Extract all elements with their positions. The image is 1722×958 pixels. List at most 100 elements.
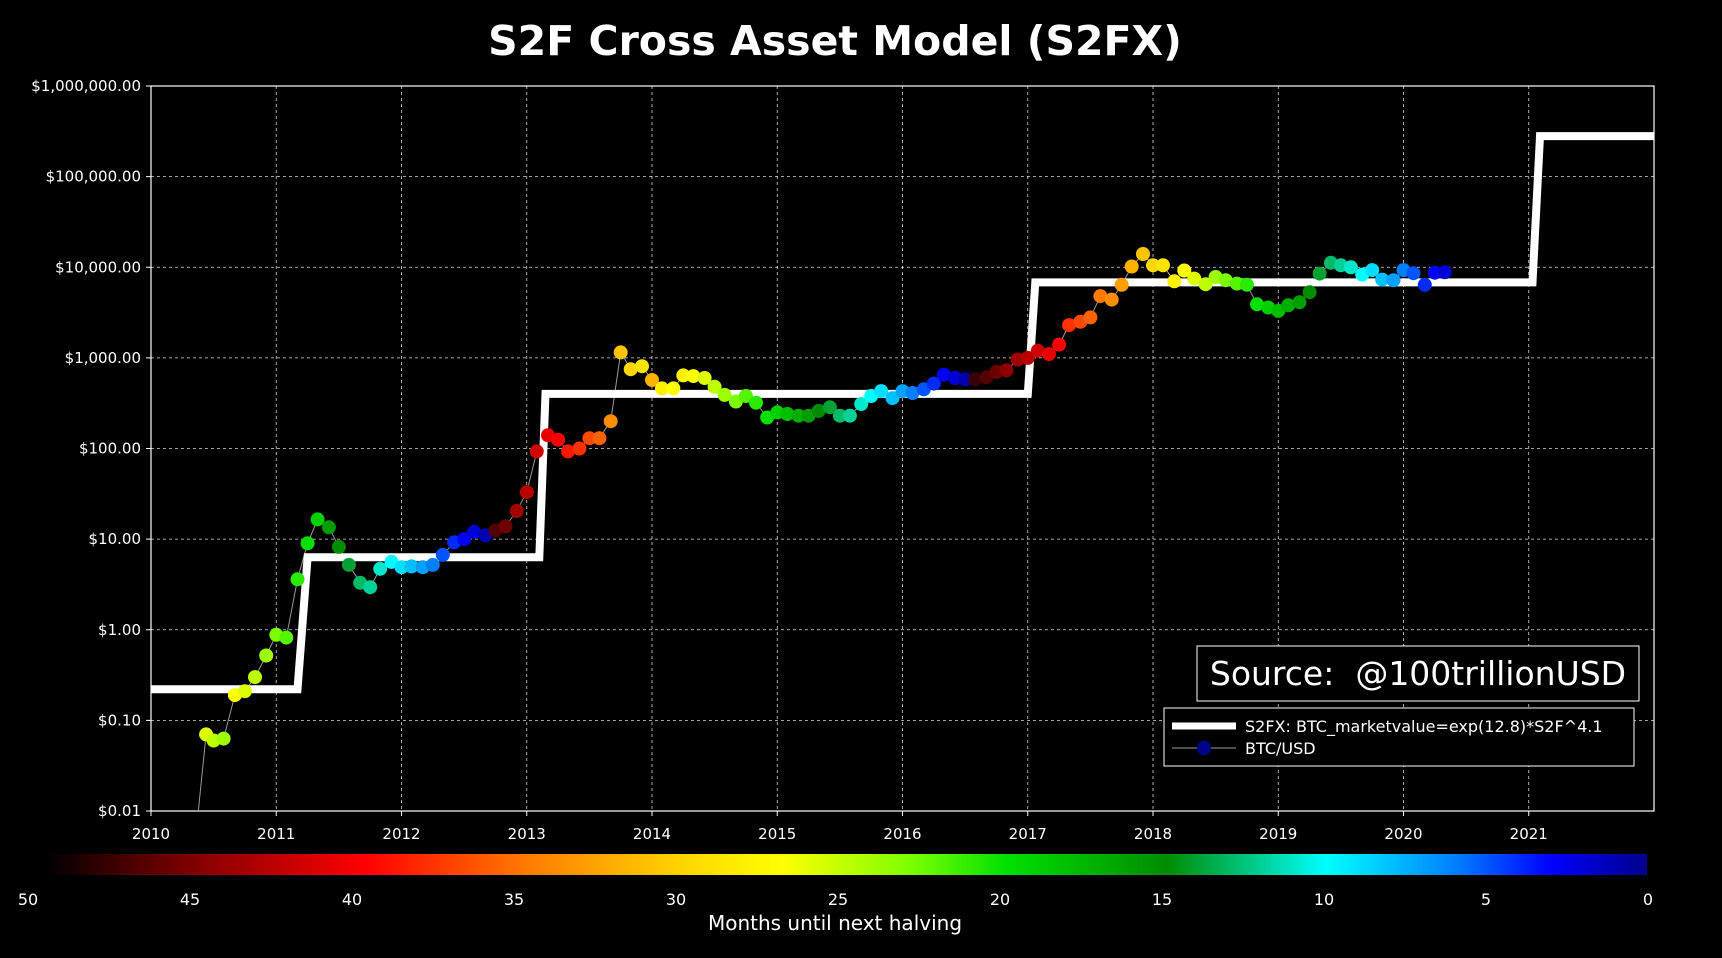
btc-price-point (1343, 260, 1358, 275)
btc-price-point (290, 572, 305, 587)
btc-price-point (623, 362, 638, 377)
btc-price-point (635, 359, 649, 374)
btc-price-point (613, 345, 628, 360)
y-tick-label: $0.10 (98, 711, 141, 729)
source-box-frame (1196, 645, 1640, 702)
y-tick-label: $1.00 (98, 621, 141, 639)
btc-price-point (874, 384, 889, 399)
btc-price-point (1030, 343, 1045, 358)
btc-price-point (373, 561, 388, 576)
btc-price-point (1406, 266, 1421, 281)
btc-price-point (363, 580, 378, 595)
btc-price-point (717, 387, 732, 402)
x-tick-label: 2010 (132, 825, 170, 843)
btc-price-point (1136, 247, 1150, 261)
colorbar-tick-label: 35 (504, 890, 524, 909)
btc-price-point (341, 557, 356, 572)
btc-price-point (791, 408, 806, 423)
x-tick-label: 2013 (508, 825, 546, 843)
btc-price-point (936, 367, 951, 382)
btc-price-point (666, 381, 681, 396)
btc-price-point (1417, 277, 1432, 292)
btc-price-point (1062, 318, 1077, 333)
btc-price-point (1281, 298, 1296, 313)
y-axis: $0.01 $0.10 $1.00 $10.00 $100.00 $1,000.00 $10… (31, 77, 151, 820)
source-box: Source: @100trillionUSD (1196, 645, 1640, 702)
btc-price-point (1365, 263, 1380, 278)
btc-price-point (1146, 258, 1160, 273)
btc-price-point (958, 372, 973, 387)
btc-price-point (1218, 273, 1233, 288)
btc-price-point (498, 519, 513, 534)
y-tick-label: $100,000.00 (46, 168, 141, 186)
colorbar-tick-label: 15 (1152, 890, 1172, 909)
btc-price-point (1020, 350, 1035, 365)
legend: S2FX: BTC_marketvalue=exp(12.8)*S2F^4.1 … (1163, 707, 1635, 767)
btc-price-point (1302, 285, 1317, 300)
legend-btc-label: BTC/USD (1245, 739, 1316, 758)
btc-price-point (1386, 273, 1401, 288)
btc-price-point (655, 381, 669, 396)
btc-price-point (1052, 337, 1067, 352)
btc-price-point (780, 407, 795, 421)
btc-price-point (1124, 259, 1139, 274)
btc-price-point (926, 376, 941, 391)
btc-price-point (394, 560, 409, 575)
colorbar-tick-label: 45 (180, 890, 200, 909)
btc-price-point (842, 408, 857, 423)
colorbar (45, 854, 1647, 875)
btc-price-point (509, 503, 524, 518)
colorbar-tick-label: 40 (342, 890, 362, 909)
btc-price-point (529, 444, 544, 459)
btc-price-point (1239, 277, 1254, 292)
btc-price-point (707, 379, 722, 394)
btc-price-points (199, 247, 1452, 748)
btc-price-point (854, 397, 869, 411)
btc-price-point (676, 368, 691, 383)
btc-price-point (259, 648, 274, 663)
btc-price-point (279, 630, 294, 645)
btc-price-point (686, 369, 701, 384)
chart-title: S2F Cross Asset Model (S2FX) (488, 17, 1182, 65)
y-tick-label: $0.01 (98, 802, 141, 820)
btc-price-point (592, 431, 607, 446)
btc-price-point (237, 684, 252, 699)
btc-price-point (811, 403, 826, 418)
x-tick-label: 2019 (1259, 825, 1297, 843)
legend-btc-swatch-marker (1197, 741, 1211, 755)
btc-price-point (1312, 266, 1327, 281)
grid-lines (151, 85, 1654, 811)
btc-price-point (561, 444, 576, 459)
s2fx-model-line (151, 132, 1654, 694)
colorbar-tick-label: 50 (18, 890, 38, 909)
colorbar-tick-label: 5 (1481, 890, 1491, 909)
btc-price-point (331, 539, 346, 554)
colorbar-tick-label: 25 (828, 890, 848, 909)
colorbar-tick-label: 0 (1643, 890, 1653, 909)
btc-price-point (519, 485, 534, 500)
x-tick-label: 2017 (1009, 825, 1047, 843)
legend-model-label: S2FX: BTC_marketvalue=exp(12.8)*S2F^4.1 (1245, 717, 1603, 737)
btc-price-point (1198, 277, 1213, 292)
y-tick-label: $1,000.00 (65, 349, 141, 367)
btc-price-point (905, 386, 920, 400)
colorbar-tick-label: 30 (666, 890, 686, 909)
btc-price-point (457, 532, 472, 547)
btc-price-point (248, 670, 262, 685)
btc-price-point (582, 431, 597, 446)
btc-price-point (1083, 310, 1098, 325)
colorbar-tick-label: 20 (990, 890, 1010, 909)
btc-price-point (603, 414, 618, 429)
y-tick-label: $100.00 (79, 440, 141, 458)
x-axis: 2010 2011 2012 2013 2014 2015 2016 2017 2018 2019… (132, 811, 1548, 843)
btc-price-point (216, 731, 231, 746)
btc-price-point (968, 372, 983, 387)
btc-price-point (1437, 265, 1452, 280)
y-tick-label: $10.00 (89, 530, 142, 548)
source-text: Source: @100trillionUSD (1210, 654, 1626, 693)
btc-price-point (832, 408, 847, 423)
btc-price-point (749, 395, 763, 410)
btc-price-point (999, 363, 1014, 378)
